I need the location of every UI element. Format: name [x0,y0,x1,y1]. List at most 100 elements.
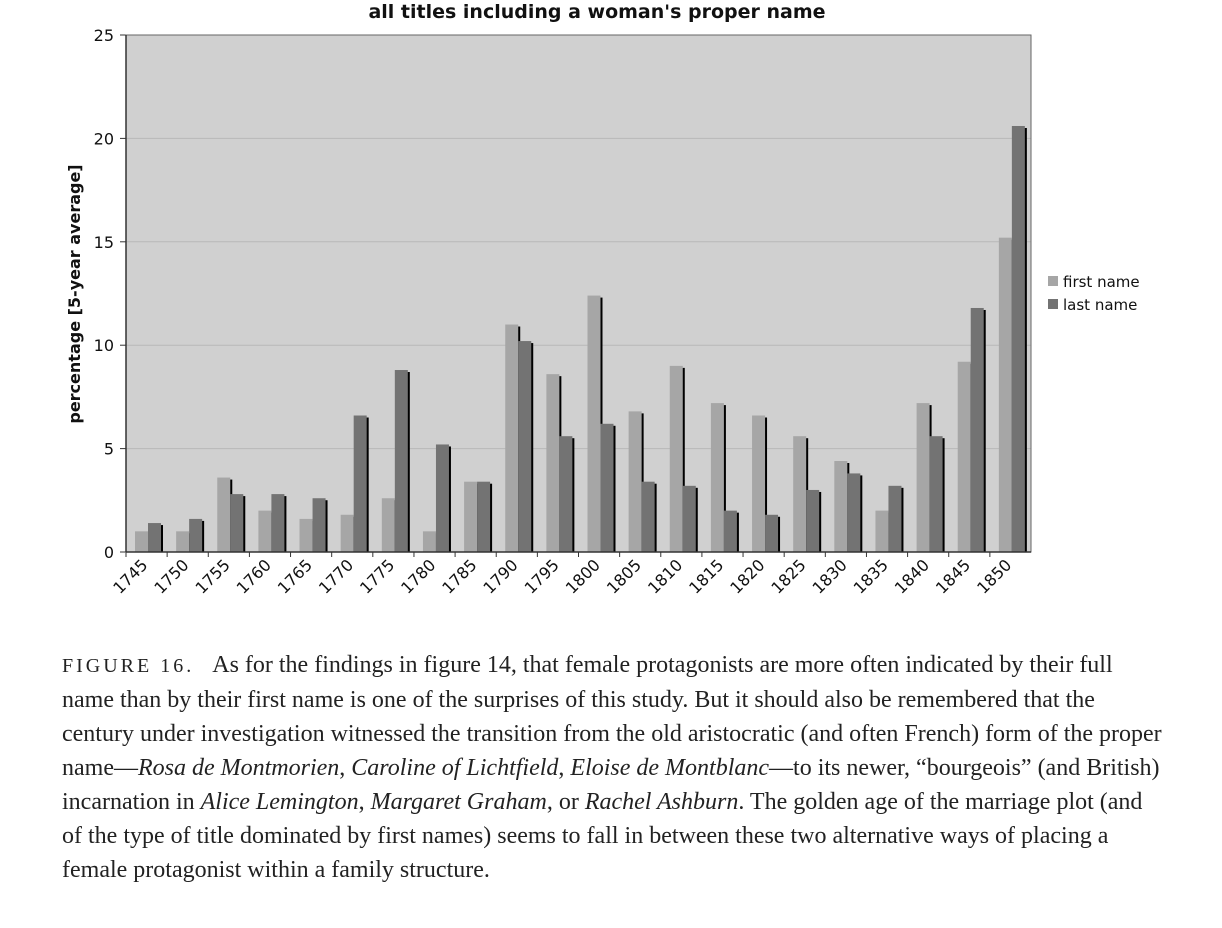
y-tick-label: 0 [104,543,114,562]
bar [669,365,683,552]
bar [217,477,231,552]
bar [505,324,519,552]
chart-svg: all titles including a woman's proper na… [65,1,1140,598]
bar [765,514,779,552]
bar [929,436,943,552]
caption-text-segment: , or [546,789,585,815]
bar-shadow [365,417,369,552]
x-tick-label: 1770 [315,555,357,597]
figure-label: FIGURE 16. [62,655,195,677]
bar [793,436,807,552]
bar [916,403,930,552]
bar [752,415,766,552]
bar [518,341,532,552]
legend-label: last name [1063,296,1137,314]
bar-shadow [900,487,904,552]
bar-shadow [242,496,246,552]
bar-shadow [735,512,739,552]
y-tick-label: 20 [94,129,114,148]
bar [271,494,285,552]
x-tick-label: 1800 [562,555,604,597]
y-axis-label: percentage [5-year average] [65,164,84,423]
x-tick-label: 1750 [150,555,192,597]
caption-text-segment: , [358,789,371,815]
bar [957,361,971,552]
bar [464,481,478,552]
bar [1011,125,1025,552]
bar-shadow [941,438,945,552]
bar [230,494,244,552]
y-tick-label: 15 [94,233,114,252]
caption-italic-title: Margaret Graham [370,789,547,815]
bar [189,518,203,552]
x-tick-label: 1760 [233,555,275,597]
legend-swatch [1048,299,1058,309]
bar-shadow [612,425,616,552]
bar [394,370,408,552]
x-tick-label: 1795 [521,555,563,597]
bar-shadow [447,446,451,552]
x-tick-label: 1765 [274,555,316,597]
bar-shadow [283,496,287,552]
chart-title: all titles including a woman's proper na… [368,1,825,23]
bar [847,473,861,552]
bar [353,415,367,552]
x-tick-label: 1745 [109,555,151,597]
bar-shadow [324,500,328,552]
bar [682,485,696,552]
y-tick-label: 10 [94,336,114,355]
caption-text-segment: —to its newer, “bourgeois” (and British)… [62,755,1160,815]
bar [312,498,326,552]
caption-text-segment: As for the findings in figure 14, that f… [62,652,1162,781]
x-tick-label: 1805 [603,555,645,597]
bar [600,423,614,552]
bar-shadow [160,525,163,552]
x-tick-label: 1810 [644,555,686,597]
bar [723,510,737,552]
bar-shadow [681,367,685,552]
bar [710,403,724,552]
caption-italic-title: Eloise de Montblanc [570,755,770,781]
x-tick-label: 1820 [726,555,768,597]
plot-area [126,35,1031,552]
x-tick-label: 1840 [891,555,933,597]
bar [834,461,848,552]
bar-shadow [859,475,863,552]
x-tick-label: 1825 [767,555,809,597]
bar [299,518,313,552]
caption-text-segment: , [339,755,352,781]
bar-shadow [1023,127,1027,552]
bar [435,444,449,552]
bar-shadow [694,487,698,552]
bar [381,498,395,552]
bar-shadow [764,417,768,552]
x-tick-label: 1790 [479,555,521,597]
bar [148,523,161,552]
figure-caption: FIGURE 16. As for the findings in figure … [62,648,1162,887]
bar-shadow [201,520,205,552]
bar-shadow [982,309,986,552]
bar [628,411,642,552]
bar [998,237,1012,552]
bar [970,307,984,552]
bar-shadow [489,483,493,552]
bar [587,295,601,552]
caption-italic-title: Rachel Ashburn [584,789,739,815]
bar-shadow [406,372,410,552]
x-tick-label: 1830 [809,555,851,597]
x-tick-label: 1775 [356,555,398,597]
bar [258,510,272,552]
bar [422,531,436,552]
bar-shadow [653,483,657,552]
caption-italic-title: Rosa de Montmorien [137,755,340,781]
x-tick-label: 1845 [932,555,974,597]
bar-shadow [722,405,726,552]
caption-italic-title: Caroline of Lichtfield [351,755,559,781]
bar [135,531,148,552]
x-tick-label: 1755 [191,555,233,597]
bar [641,481,655,552]
bar [888,485,902,552]
caption-text: As for the findings in figure 14, that f… [62,652,1162,883]
bar-shadow [777,516,781,552]
x-tick-label: 1780 [397,555,439,597]
